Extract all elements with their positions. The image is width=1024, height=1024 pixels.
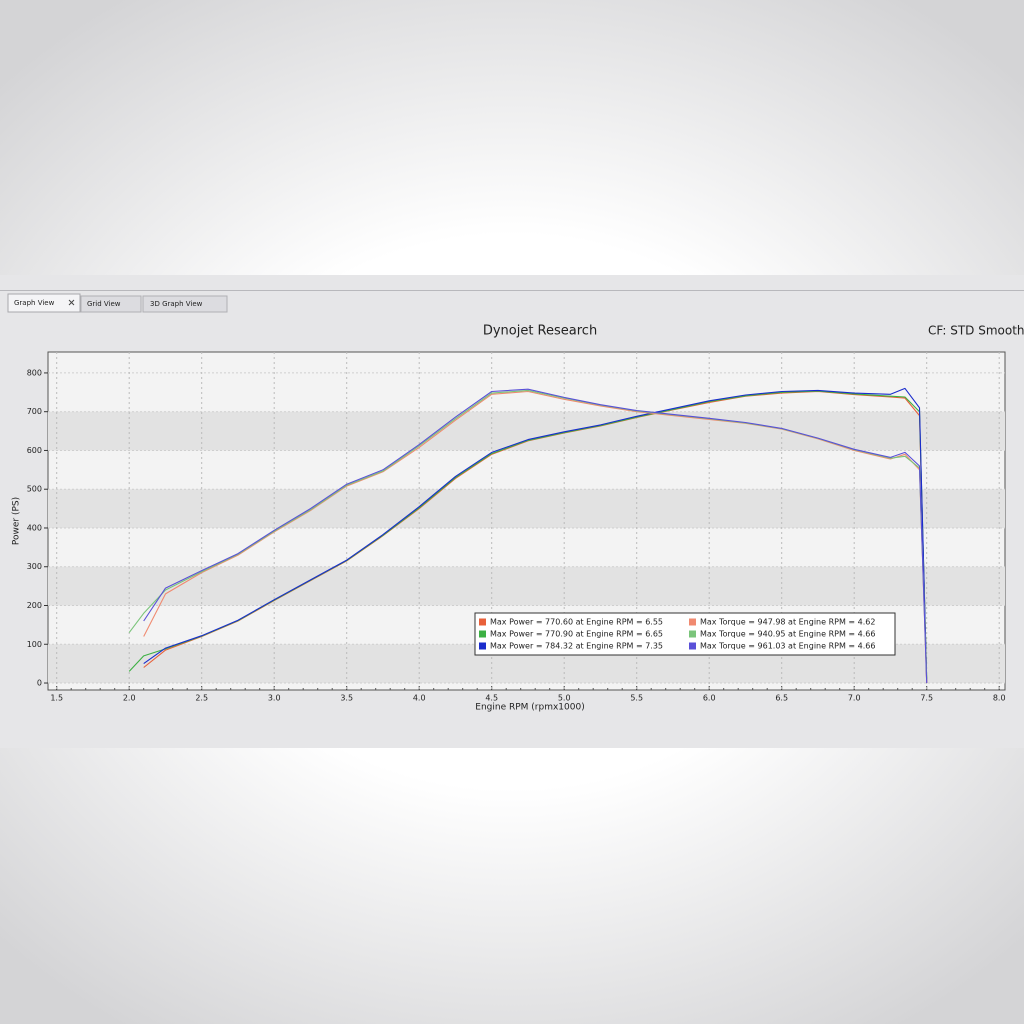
x-tick-label: 5.5 xyxy=(630,694,643,703)
annotation: CF: STD Smoothing xyxy=(928,324,1024,338)
grid-band xyxy=(48,489,1005,528)
legend-label: Max Power = 770.90 at Engine RPM = 6.65 xyxy=(490,630,663,639)
x-tick-label: 4.5 xyxy=(485,694,498,703)
legend-swatch xyxy=(479,618,486,626)
y-tick-label: 700 xyxy=(27,407,42,416)
x-tick-label: 7.0 xyxy=(848,694,861,703)
y-tick-label: 800 xyxy=(27,368,42,377)
legend-swatch xyxy=(689,642,696,650)
series-line xyxy=(143,387,928,684)
tab-close[interactable] xyxy=(68,299,75,306)
x-tick-label: 2.5 xyxy=(195,694,208,703)
series-group xyxy=(128,387,928,684)
series-line xyxy=(143,388,928,684)
y-tick-label: 100 xyxy=(27,640,42,649)
tab[interactable] xyxy=(142,295,228,313)
tab[interactable] xyxy=(80,295,142,313)
plot: 0 100 200 300 400 500 600 700 800 1.5 2.0 2.5 3.0 3.5… xyxy=(27,351,1006,703)
x-tick-label: 5.0 xyxy=(558,694,571,703)
grid-band xyxy=(48,566,1005,606)
legend-box xyxy=(474,612,896,656)
x-tick-label: 4.0 xyxy=(413,694,426,703)
legend-label: Max Torque = 947.98 at Engine RPM = 4.62 xyxy=(700,618,875,627)
legend-label: Max Torque = 961.03 at Engine RPM = 4.66 xyxy=(700,642,875,651)
y-tick-label: 500 xyxy=(27,485,42,494)
y-tick-label: 400 xyxy=(27,523,42,532)
x-tick-label: 3.0 xyxy=(268,694,281,703)
y-axis-label: Power (PS) xyxy=(12,497,22,545)
x-tick-label: 3.5 xyxy=(340,694,353,703)
tab-label: Graph View xyxy=(14,299,55,307)
legend-swatch xyxy=(479,642,486,650)
legend-label: Max Power = 784.32 at Engine RPM = 7.35 xyxy=(490,642,663,651)
y-tick-label: 300 xyxy=(27,562,42,571)
y-tick-label: 0 xyxy=(37,679,42,688)
tab-label: Grid View xyxy=(87,300,121,308)
x-axis-label: Engine RPM (rpmx1000) xyxy=(475,703,584,713)
y-tick-label: 200 xyxy=(27,601,42,610)
legend-swatch xyxy=(479,630,486,638)
x-tick-label: 6.5 xyxy=(775,694,788,703)
chart-title: Dynojet Research xyxy=(483,324,597,339)
x-tick-label: 1.5 xyxy=(50,694,63,703)
x-tick-label: 6.0 xyxy=(703,694,716,703)
tab-label: 3D Graph View xyxy=(150,300,203,308)
legend-swatch xyxy=(689,630,696,638)
x-tick-label: 2.0 xyxy=(123,694,136,703)
x-tick-label: 8.0 xyxy=(993,694,1006,703)
grid-band xyxy=(48,411,1005,451)
tab-bar-line xyxy=(0,290,1024,291)
legend-label: Max Torque = 940.95 at Engine RPM = 4.66 xyxy=(700,630,875,639)
tab[interactable] xyxy=(7,293,81,313)
legend-label: Max Power = 770.60 at Engine RPM = 6.55 xyxy=(490,618,663,627)
x-tick-label: 7.5 xyxy=(920,694,933,703)
y-tick-label: 600 xyxy=(27,446,42,455)
series-line xyxy=(143,390,928,684)
legend-swatch xyxy=(689,618,696,626)
